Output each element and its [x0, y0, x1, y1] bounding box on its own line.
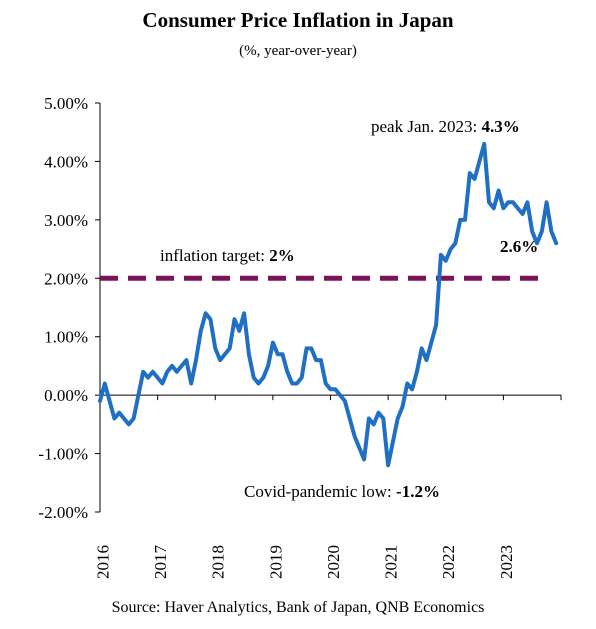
- y-axis-ticks: -2.00% -1.00% 0.00% 1.00% 2.00% 3.00% 4.00% 5.0…: [38, 94, 100, 522]
- low-annotation: Covid-pandemic low: -1.2%: [244, 482, 440, 501]
- y-tick-label: 4.00%: [44, 152, 88, 171]
- chart-subtitle: (%, year-over-year): [239, 43, 357, 59]
- cpi-series-line: [98, 141, 559, 468]
- low-annotation-prefix: Covid-pandemic low:: [244, 482, 396, 501]
- low-annotation-value: -1.2%: [396, 482, 440, 501]
- y-tick-label: 0.00%: [44, 386, 88, 405]
- x-tick-label: 2022: [439, 545, 458, 579]
- x-tick-label: 2019: [266, 545, 285, 579]
- x-tick-label: 2017: [151, 545, 170, 580]
- x-tick-label: 2021: [382, 545, 401, 579]
- y-tick-label: 1.00%: [44, 328, 88, 347]
- x-axis-ticks: 2016 2017 2018 2019 2020 2021 2022 2023: [93, 395, 562, 580]
- x-tick-label: 2020: [324, 545, 343, 579]
- y-tick-label: -2.00%: [38, 503, 88, 522]
- x-tick-label: 2016: [93, 545, 112, 579]
- target-annotation-value: 2%: [269, 246, 295, 265]
- target-annotation-prefix: inflation target:: [160, 246, 269, 265]
- y-tick-label: 5.00%: [44, 94, 88, 113]
- peak-annotation-value: 4.3%: [481, 117, 519, 136]
- x-tick-label: 2023: [497, 545, 516, 579]
- target-annotation: inflation target: 2%: [160, 246, 295, 265]
- y-tick-label: 3.00%: [44, 211, 88, 230]
- y-tick-label: -1.00%: [38, 445, 88, 464]
- peak-annotation: peak Jan. 2023: 4.3%: [371, 117, 520, 136]
- y-tick-label: 2.00%: [44, 269, 88, 288]
- peak-annotation-prefix: peak Jan. 2023:: [371, 117, 481, 136]
- source-note: Source: Haver Analytics, Bank of Japan, …: [112, 599, 485, 616]
- chart-title: Consumer Price Inflation in Japan: [142, 8, 453, 32]
- latest-annotation: 2.6%: [500, 237, 538, 256]
- x-tick-label: 2018: [209, 545, 228, 579]
